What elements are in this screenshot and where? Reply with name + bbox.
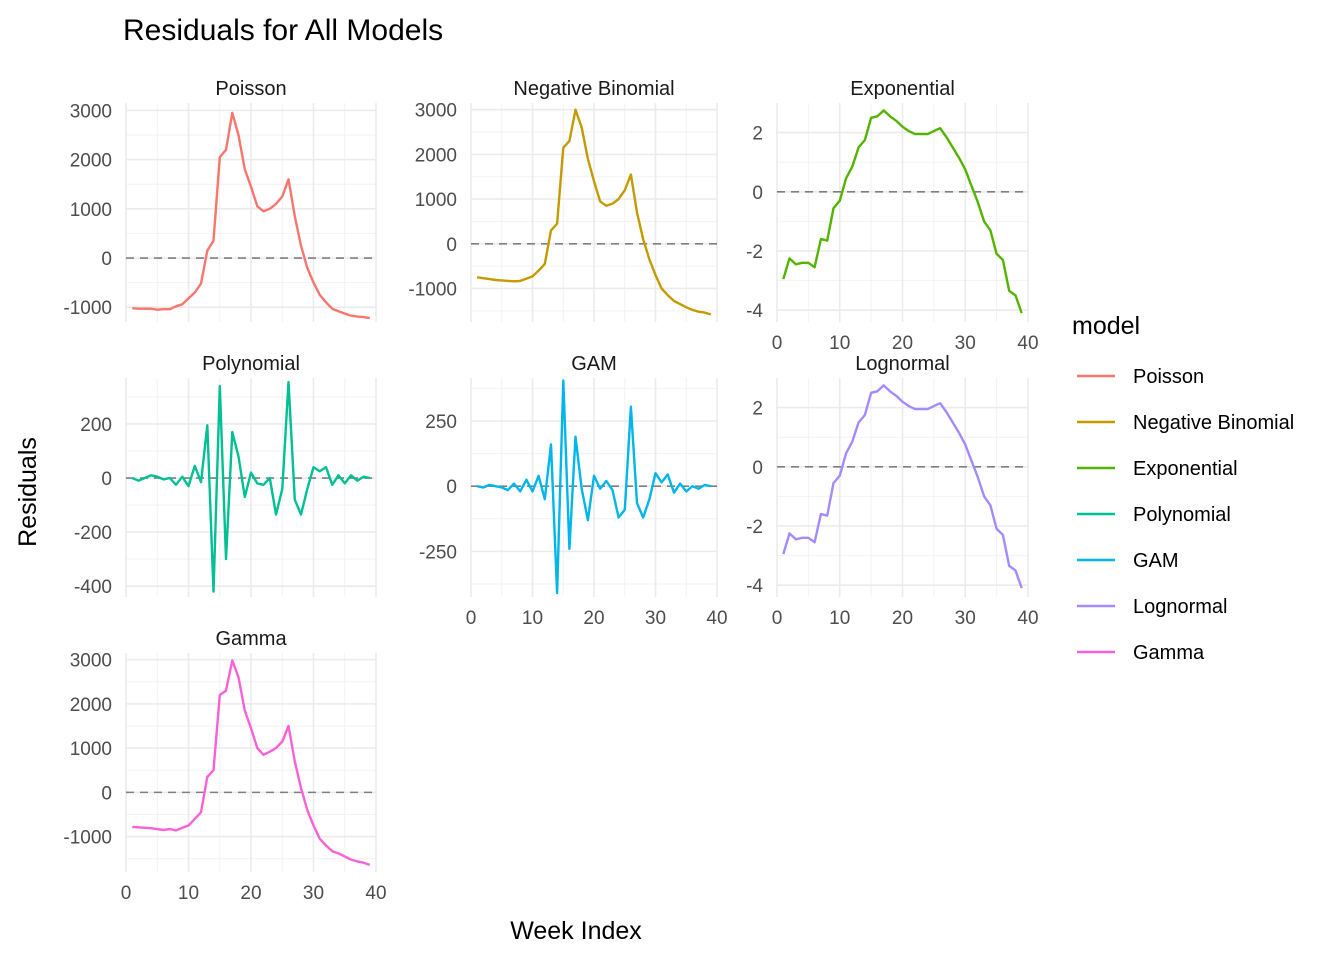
series-line-gam — [476, 379, 712, 595]
y-axis-title: Residuals — [14, 437, 42, 547]
x-tick-label: 0 — [772, 333, 783, 354]
y-tick-label: 1000 — [70, 200, 112, 221]
x-tick-label: 20 — [583, 608, 604, 629]
facet-panel-poisson: Poisson -1000 0 1000 2000 3000 — [63, 78, 377, 322]
facet-strip-label: Polynomial — [202, 353, 300, 375]
y-tick-label: 3000 — [70, 101, 112, 122]
facet-strip-label: GAM — [571, 353, 617, 375]
y-tick-label: -400 — [74, 577, 112, 598]
y-tick-label: 1000 — [70, 739, 112, 760]
y-tick-label: 0 — [752, 458, 763, 479]
x-tick-label: 0 — [772, 608, 783, 629]
legend-label: Lognormal — [1133, 596, 1228, 618]
facet-panel-negative-binomial: Negative Binomial -1000 0 1000 2000 3000 — [408, 78, 718, 322]
x-tick-label: 20 — [892, 333, 913, 354]
y-tick-label: 0 — [446, 235, 457, 256]
y-tick-label: 0 — [101, 783, 112, 804]
chart-title: Residuals for All Models — [123, 14, 443, 47]
facet-strip-label: Poisson — [215, 78, 286, 100]
y-tick-label: -200 — [74, 523, 112, 544]
y-tick-label: -4 — [746, 301, 763, 322]
x-tick-label: 30 — [955, 333, 976, 354]
facet-strip-label: Negative Binomial — [513, 78, 674, 100]
legend-label: Exponential — [1133, 458, 1238, 480]
legend-entry: Poisson — [1077, 366, 1204, 388]
facet-panel-polynomial: Polynomial -400 -200 0 200 — [74, 353, 377, 598]
x-tick-label: 20 — [240, 883, 261, 904]
legend: model Poisson Negative Binomial Exponentia… — [1072, 312, 1294, 664]
x-tick-label: 10 — [829, 608, 850, 629]
series-line-lognormal — [782, 384, 1023, 589]
y-tick-label: -1000 — [408, 279, 457, 300]
y-tick-label: 2 — [752, 124, 763, 145]
x-tick-label: 40 — [1017, 608, 1038, 629]
legend-entry: Polynomial — [1077, 504, 1231, 526]
series-line-poisson — [132, 111, 370, 320]
x-tick-label: 30 — [303, 883, 324, 904]
y-tick-label: 0 — [752, 183, 763, 204]
y-tick-label: 1000 — [415, 190, 457, 211]
x-tick-label: 30 — [645, 608, 666, 629]
series-line-exponential — [782, 109, 1023, 314]
legend-entry: Lognormal — [1077, 596, 1228, 618]
facet-panel-gam: GAM -250 0 250 0 10 20 30 40 — [419, 353, 728, 629]
series-line-gamma — [132, 659, 371, 867]
x-tick-label: 10 — [178, 883, 199, 904]
y-tick-label: -4 — [746, 576, 763, 597]
y-tick-label: -1000 — [63, 828, 112, 849]
legend-label: Polynomial — [1133, 504, 1231, 526]
y-tick-label: -2 — [746, 517, 763, 538]
legend-label: Negative Binomial — [1133, 412, 1294, 434]
y-tick-label: -250 — [419, 542, 457, 563]
y-tick-label: 0 — [101, 469, 112, 490]
legend-entry: GAM — [1077, 550, 1179, 572]
y-tick-label: 2 — [752, 399, 763, 420]
y-tick-label: 2000 — [70, 695, 112, 716]
x-tick-label: 0 — [466, 608, 477, 629]
y-tick-label: 0 — [101, 249, 112, 270]
x-tick-label: 10 — [829, 333, 850, 354]
x-tick-label: 20 — [892, 608, 913, 629]
y-tick-label: 0 — [446, 477, 457, 498]
x-tick-label: 40 — [706, 608, 727, 629]
legend-entry: Gamma — [1077, 642, 1205, 664]
legend-entry: Negative Binomial — [1077, 412, 1294, 434]
series-line-negative-binomial — [476, 108, 712, 316]
y-tick-label: -1000 — [63, 298, 112, 319]
legend-label: GAM — [1133, 550, 1179, 572]
facet-strip-label: Exponential — [850, 78, 955, 100]
x-tick-label: 40 — [365, 883, 386, 904]
x-tick-label: 10 — [522, 608, 543, 629]
y-tick-label: 2000 — [70, 151, 112, 172]
series-line-polynomial — [131, 380, 371, 593]
x-tick-label: 30 — [955, 608, 976, 629]
y-tick-label: 2000 — [415, 145, 457, 166]
legend-title: model — [1072, 312, 1140, 340]
y-tick-label: -2 — [746, 242, 763, 263]
y-tick-label: 200 — [80, 415, 112, 436]
facet-panel-gamma: Gamma -1000 0 1000 2000 3000 0 10 20 30 40 — [63, 628, 386, 904]
legend-entry: Exponential — [1077, 458, 1238, 480]
legend-label: Gamma — [1133, 642, 1205, 664]
facet-strip-label: Gamma — [215, 628, 287, 650]
y-tick-label: 3000 — [415, 101, 457, 122]
y-tick-label: 3000 — [70, 651, 112, 672]
facet-strip-label: Lognormal — [855, 353, 950, 375]
x-axis-title: Week Index — [510, 917, 642, 945]
x-tick-label: 40 — [1017, 333, 1038, 354]
legend-label: Poisson — [1133, 366, 1204, 388]
x-tick-label: 0 — [121, 883, 132, 904]
y-tick-label: 250 — [425, 412, 457, 433]
